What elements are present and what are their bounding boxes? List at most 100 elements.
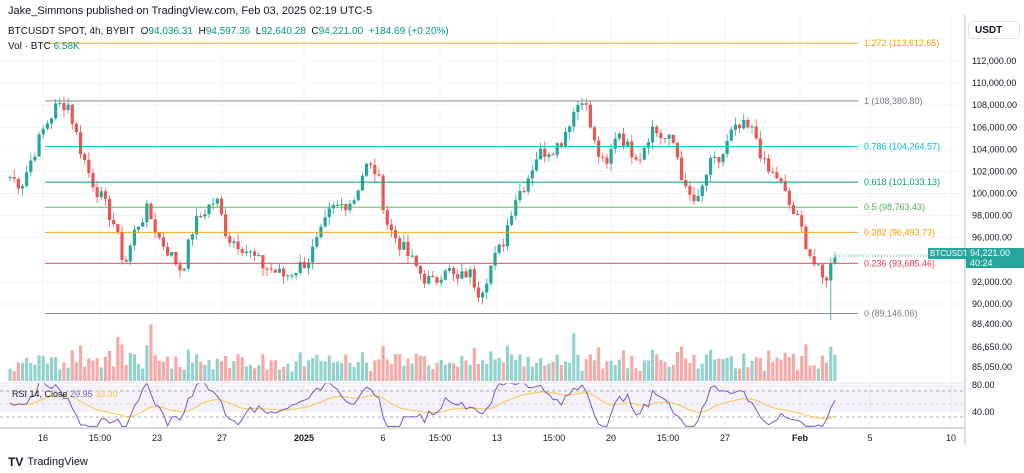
candle bbox=[675, 142, 679, 158]
volume-bar bbox=[452, 363, 456, 381]
volume-bar bbox=[311, 357, 315, 381]
volume-bar bbox=[816, 368, 820, 381]
symbol-title[interactable]: BTCUSDT SPOT, 4h, BYBIT bbox=[8, 26, 136, 37]
volume-bar bbox=[671, 364, 675, 381]
volume-bar bbox=[248, 364, 253, 381]
volume-bar bbox=[754, 357, 758, 381]
volume-bar bbox=[112, 366, 116, 381]
candle bbox=[742, 119, 746, 129]
candle bbox=[91, 173, 95, 188]
volume-bar bbox=[327, 355, 331, 381]
volume-bar bbox=[257, 365, 261, 381]
volume-bar bbox=[505, 345, 510, 381]
volume-bar bbox=[563, 361, 568, 381]
volume-bar bbox=[783, 352, 787, 381]
candle bbox=[787, 190, 791, 205]
volume-bar bbox=[510, 354, 514, 381]
candle bbox=[224, 214, 228, 237]
candle bbox=[812, 256, 816, 265]
candle bbox=[33, 156, 37, 161]
candle bbox=[381, 175, 385, 211]
volume-bar bbox=[335, 361, 340, 381]
volume-bar bbox=[49, 357, 54, 381]
time-tick: 6 bbox=[380, 433, 385, 443]
volume-bar bbox=[161, 361, 166, 381]
fib-label: 0.786 (104,264.57) bbox=[864, 141, 940, 151]
volume-bar bbox=[377, 359, 381, 381]
candle bbox=[282, 268, 286, 277]
volume-bar bbox=[833, 354, 837, 381]
candle bbox=[671, 134, 675, 143]
tradingview-logo[interactable]: TV TradingView bbox=[8, 455, 88, 469]
candle bbox=[696, 195, 700, 202]
volume-bar bbox=[107, 350, 112, 381]
volume-bar bbox=[489, 351, 493, 381]
candle bbox=[116, 224, 120, 233]
volume-bar bbox=[228, 367, 232, 381]
candle bbox=[331, 205, 335, 209]
volume-bar bbox=[663, 361, 667, 381]
volume-bar bbox=[244, 366, 248, 381]
volume-bar bbox=[414, 353, 418, 381]
volume-bar bbox=[298, 352, 302, 381]
candle bbox=[456, 274, 460, 279]
candle bbox=[335, 204, 340, 206]
candle bbox=[124, 259, 128, 262]
volume-bar bbox=[692, 354, 696, 381]
candle bbox=[534, 159, 539, 171]
volume-bar bbox=[290, 371, 294, 381]
volume-bar bbox=[621, 350, 626, 381]
candle bbox=[572, 112, 576, 127]
volume-bar bbox=[588, 354, 592, 381]
candle bbox=[257, 255, 261, 257]
candle bbox=[195, 216, 199, 235]
volume-bar bbox=[568, 362, 572, 381]
candle bbox=[584, 103, 588, 105]
rsi-tick: 40.00 bbox=[972, 407, 995, 417]
time-tick: 20 bbox=[606, 433, 616, 443]
volume-bar bbox=[277, 369, 282, 381]
volume-bar bbox=[617, 359, 621, 381]
volume-tick: 88,400.00 bbox=[972, 319, 1012, 329]
candle bbox=[393, 230, 398, 239]
currency-button[interactable]: USDT bbox=[968, 21, 1020, 39]
volume-bar bbox=[526, 356, 530, 381]
bar-countdown: 40:24 bbox=[970, 258, 993, 268]
volume-bar bbox=[476, 364, 481, 381]
candle bbox=[45, 123, 49, 129]
candle bbox=[609, 148, 613, 164]
volume-bar bbox=[132, 354, 136, 381]
volume-bar bbox=[717, 358, 721, 381]
open-label: O bbox=[140, 26, 149, 37]
volume-bar bbox=[45, 363, 49, 381]
candle bbox=[161, 237, 166, 247]
volume-bar bbox=[704, 354, 709, 381]
candle bbox=[526, 178, 530, 192]
volume-bar bbox=[605, 361, 609, 381]
candle bbox=[49, 118, 54, 124]
rsi-legend[interactable]: RSI 14, Close 20.95 33.30 bbox=[12, 389, 118, 399]
candle bbox=[219, 198, 224, 215]
volume-bar bbox=[738, 368, 742, 381]
time-tick: 15:00 bbox=[89, 433, 112, 443]
candle bbox=[174, 251, 178, 265]
volume-bar bbox=[207, 359, 211, 381]
volume-bar bbox=[456, 366, 460, 381]
volume-bar bbox=[302, 366, 306, 381]
candle bbox=[265, 268, 269, 270]
candle bbox=[157, 232, 161, 238]
volume-bar bbox=[418, 355, 422, 381]
volume-bar bbox=[78, 345, 83, 381]
volume-bar bbox=[796, 369, 800, 381]
volume-bar bbox=[609, 360, 613, 381]
candle bbox=[132, 229, 136, 246]
time-tick: 2025 bbox=[294, 433, 314, 443]
volume-bar bbox=[559, 365, 563, 381]
candle bbox=[808, 249, 812, 257]
candle bbox=[323, 217, 327, 227]
volume-bar bbox=[597, 347, 601, 381]
fib-label: 1.272 (113,612.65) bbox=[864, 38, 939, 48]
candle bbox=[721, 154, 725, 163]
time-tick: Feb bbox=[792, 433, 809, 443]
